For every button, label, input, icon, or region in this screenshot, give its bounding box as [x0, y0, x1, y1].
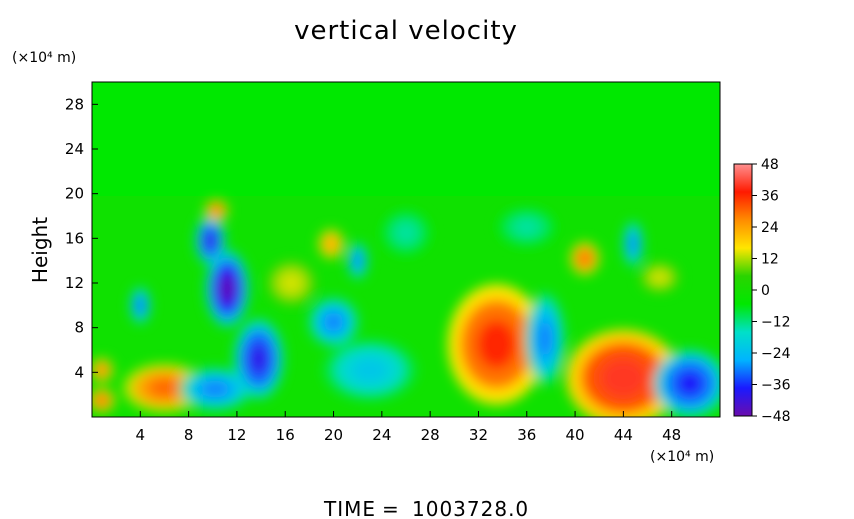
y-axis-label: Height [28, 217, 52, 283]
feature-core [629, 234, 638, 254]
feature-core [281, 273, 302, 293]
feature-core [396, 223, 416, 242]
colorbar-tick-label: 24 [761, 220, 779, 236]
chart-title: vertical velocity [294, 16, 518, 46]
colorbar-tick-label: 48 [761, 157, 779, 173]
x-axis: 4 8 12 16 20 24 28 32 36 40 44 48 [136, 411, 681, 444]
x-tick-label: 4 [136, 426, 146, 444]
x-tick-label: 40 [566, 426, 585, 444]
colorbar-tick-label: −12 [761, 315, 791, 331]
x-tick-label: 44 [614, 426, 633, 444]
x-tick-label: 16 [276, 426, 295, 444]
feature-core [600, 358, 647, 398]
feature-core [211, 206, 222, 215]
velocity-field [92, 82, 720, 417]
feature-core [353, 253, 362, 269]
time-label: TIME [323, 497, 376, 519]
y-tick-label: 12 [65, 274, 84, 292]
plot-frame [91, 81, 721, 418]
y-axis-unit: (×10⁴ m) [12, 50, 76, 66]
x-axis-unit: (×10⁴ m) [650, 449, 714, 465]
feature-core [651, 271, 668, 284]
colorbar-tick-label: −36 [761, 378, 791, 394]
y-tick-label: 4 [74, 363, 84, 381]
feature-core [675, 369, 705, 398]
x-tick-label: 8 [184, 426, 194, 444]
time-value: 1003728.0 [412, 497, 529, 519]
y-tick-label: 28 [65, 95, 84, 113]
feature-core [147, 378, 182, 398]
x-tick-label: 12 [227, 426, 246, 444]
feature-core [325, 237, 337, 251]
colorbar-tick-label: −48 [761, 409, 791, 425]
feature-core [514, 219, 539, 236]
y-axis: 4 8 12 16 20 24 28 [65, 95, 98, 381]
x-tick-label: 32 [469, 426, 488, 444]
feature-core [97, 365, 107, 376]
colorbar-tick-label: −24 [761, 346, 791, 362]
feature-core [476, 319, 517, 369]
x-tick-label: 48 [662, 426, 681, 444]
feature-core [578, 251, 591, 266]
colorbar-tick-label: 36 [761, 189, 779, 205]
x-tick-label: 36 [517, 426, 536, 444]
feature-core [248, 342, 269, 375]
feature-core [200, 380, 230, 398]
feature-core [136, 297, 145, 313]
feature-core [536, 320, 553, 358]
y-tick-label: 16 [65, 229, 84, 247]
colorbar: 48 36 24 12 0 −12 −24 −36 −48 [733, 157, 791, 425]
time-equals: = [382, 497, 400, 519]
colorbar-scale [733, 163, 753, 417]
time-footer: TIME = 1003728.0 [323, 497, 529, 519]
x-tick-label: 24 [372, 426, 391, 444]
feature-core [218, 273, 236, 304]
y-tick-label: 24 [65, 140, 84, 158]
x-tick-label: 28 [421, 426, 440, 444]
colorbar-tick-label: 12 [761, 252, 779, 268]
x-tick-label: 20 [324, 426, 343, 444]
feature-core [351, 357, 389, 383]
colorbar-tick-label: 0 [761, 283, 770, 299]
feature-core [323, 312, 344, 332]
feature-core [204, 230, 217, 251]
y-tick-label: 8 [74, 319, 84, 337]
y-tick-label: 20 [65, 185, 84, 203]
feature-core [96, 395, 107, 406]
